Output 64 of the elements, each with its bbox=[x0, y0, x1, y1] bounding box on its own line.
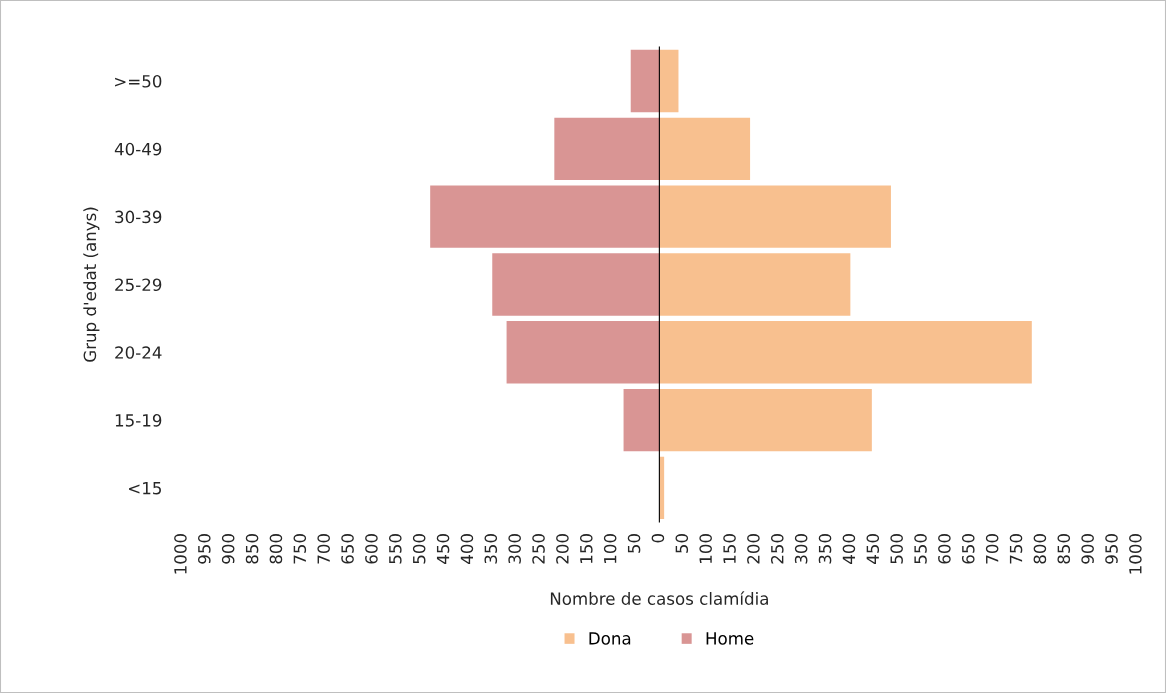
y-tick-label: 40-49 bbox=[114, 142, 162, 156]
x-tick-label: 650 bbox=[961, 534, 975, 564]
x-tick-label: 850 bbox=[245, 534, 259, 564]
x-tick-label: 750 bbox=[293, 534, 307, 564]
x-tick-label: 450 bbox=[866, 534, 880, 564]
x-tick-label: 900 bbox=[1081, 534, 1094, 564]
x-tick-label: 150 bbox=[579, 534, 593, 563]
x-tick-label: 250 bbox=[770, 534, 784, 564]
x-tick-label: 50 bbox=[627, 534, 641, 553]
x-tick-label: 0 bbox=[651, 534, 665, 543]
bar bbox=[659, 388, 872, 452]
y-tick-label: 30-39 bbox=[115, 210, 162, 224]
y-tick-label: 15-19 bbox=[115, 414, 162, 427]
bar bbox=[659, 117, 751, 181]
x-tick-label: 300 bbox=[794, 534, 808, 564]
x-tick-label: 200 bbox=[556, 534, 569, 564]
x-tick-label: 550 bbox=[388, 534, 402, 564]
x-tick-label: 100 bbox=[603, 534, 617, 563]
x-tick-label: 500 bbox=[890, 534, 903, 564]
bar bbox=[430, 185, 660, 248]
y-tick-label: >=50 bbox=[115, 74, 162, 88]
x-tick-label: 850 bbox=[1057, 534, 1071, 564]
x-tick-label: 1000 bbox=[1129, 534, 1142, 574]
x-tick-label: 750 bbox=[1009, 534, 1023, 564]
bar bbox=[659, 321, 1032, 384]
x-tick-label: 500 bbox=[412, 534, 426, 564]
x-tick-label: 100 bbox=[699, 534, 712, 563]
bar bbox=[506, 321, 660, 384]
bar bbox=[630, 49, 660, 113]
bar bbox=[659, 185, 891, 248]
x-tick-label: 1000 bbox=[174, 534, 187, 574]
x-tick-label: 450 bbox=[436, 534, 450, 564]
y-tick-label: 25-29 bbox=[115, 278, 162, 292]
x-tick-label: 400 bbox=[460, 534, 474, 564]
x-tick-label: 400 bbox=[842, 534, 856, 564]
x-tick-label: 800 bbox=[1033, 534, 1047, 564]
bar bbox=[623, 388, 660, 452]
x-tick-label: 350 bbox=[818, 534, 832, 564]
legend-label: Dona bbox=[589, 632, 631, 645]
x-tick-label: 650 bbox=[341, 534, 354, 564]
bar bbox=[659, 253, 851, 316]
x-tick-label: 150 bbox=[723, 534, 736, 563]
x-axis-title: Nombre de casos clamídia bbox=[550, 591, 768, 605]
x-tick-label: 900 bbox=[221, 534, 235, 564]
x-tick-label: 200 bbox=[747, 534, 760, 564]
y-tick-label: <15 bbox=[129, 482, 161, 495]
y-tick-label: 20-24 bbox=[115, 346, 162, 359]
y-axis-title: Grup d'edat (anys) bbox=[83, 207, 100, 362]
x-tick-label: 800 bbox=[269, 534, 283, 564]
x-tick-label: 950 bbox=[1105, 534, 1118, 564]
x-tick-label: 550 bbox=[914, 534, 927, 564]
x-tick-label: 250 bbox=[532, 534, 545, 564]
x-tick-label: 700 bbox=[985, 534, 999, 564]
x-tick-label: 600 bbox=[938, 534, 951, 564]
x-tick-label: 950 bbox=[198, 534, 211, 564]
x-tick-label: 350 bbox=[484, 534, 498, 564]
bar bbox=[659, 49, 679, 113]
bar bbox=[492, 253, 660, 316]
bar bbox=[554, 117, 660, 181]
legend-label: Home bbox=[706, 632, 754, 645]
x-tick-label: 50 bbox=[675, 534, 689, 553]
x-tick-label: 600 bbox=[365, 534, 378, 564]
x-tick-label: 700 bbox=[317, 534, 330, 564]
x-tick-label: 300 bbox=[508, 534, 521, 564]
